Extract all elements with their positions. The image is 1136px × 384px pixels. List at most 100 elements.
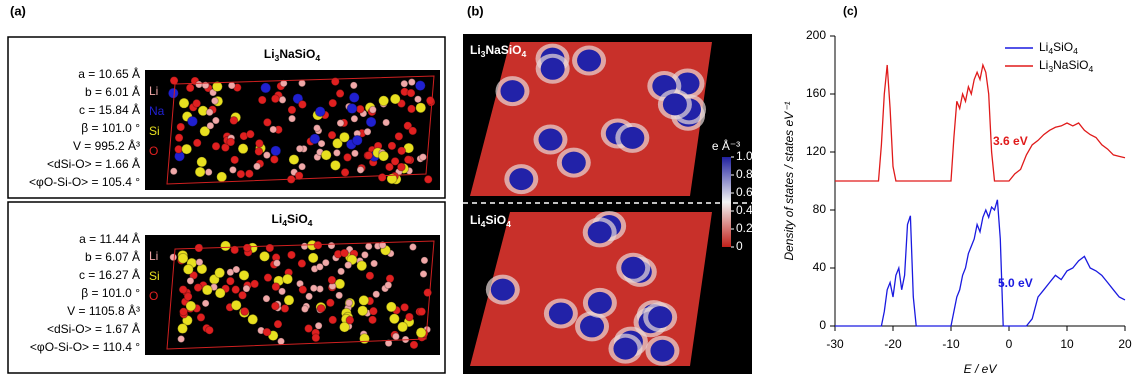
atom [369,307,377,315]
atom [365,243,372,250]
atom [186,84,194,92]
atom [271,302,279,310]
atom [351,115,358,122]
atom [359,295,369,305]
atom [344,153,352,161]
panel-label: (b) [467,3,484,18]
atom [369,106,376,113]
y-tick-label: 40 [813,260,827,274]
atom [170,254,177,261]
atom [415,81,425,91]
atom [339,132,349,142]
y-tick-label: 120 [806,144,826,158]
atom [231,156,239,164]
atom [298,100,306,108]
atom [360,334,370,344]
atom [238,144,248,154]
atom [261,83,271,93]
lattice-parameter: <φO-Si-O> = 105.4 ° [29,175,140,189]
legend-label: Li4SiO4 [1039,40,1078,56]
atom [337,120,344,127]
colorbar-tick-label: 0 [736,239,743,253]
density-blob [588,292,612,314]
atom [347,104,357,114]
atom [390,94,400,104]
atom [314,241,322,249]
atom [281,305,289,313]
atom [233,266,240,273]
atom [246,130,254,138]
atom [379,151,389,161]
density-blob [538,129,562,151]
y-axis-label: Density of states / states eV⁻¹ [782,101,796,260]
colorbar [722,157,731,247]
atom [414,96,421,103]
atom [271,95,279,103]
atom [341,168,349,176]
atom [283,274,293,284]
atom [404,156,412,164]
density-blob [588,221,612,243]
atom [322,259,329,266]
atom [310,285,317,292]
atom [357,166,364,173]
density-blob [648,306,672,328]
atom [409,127,417,135]
element-key: Li [149,84,158,98]
atom [273,260,280,267]
dos-line [835,65,1125,181]
density-blob [562,152,586,174]
figure: (a) (b) Li3NaSiO4a = 10.65 Åb = 6.01 Åc … [0,0,1136,379]
atom [170,168,177,175]
atom [205,326,213,334]
atom [175,134,183,142]
atom [212,117,219,124]
atom [264,274,272,282]
atom [289,115,296,122]
atom [349,93,359,103]
density-blob [549,302,573,324]
atom [306,293,313,300]
atom [361,251,368,258]
atom [329,99,337,107]
atom [263,328,271,336]
atom [397,163,405,171]
x-tick-label: 10 [1060,337,1074,351]
atom [424,175,432,183]
atom [328,131,336,139]
atom [407,105,415,113]
colorbar-tick-label: 1.0 [736,149,753,163]
atom [263,295,270,302]
atom [195,167,205,177]
atom [299,286,307,294]
atom [315,322,322,329]
atom [398,322,408,332]
atom [168,88,178,98]
atom [270,126,277,133]
atom [409,244,416,251]
atom [232,286,240,294]
lattice-parameter: β = 101.0 ° [81,286,140,300]
atom [170,77,178,85]
atom [366,117,376,127]
atom [408,79,415,86]
atom [398,147,406,155]
atom [288,106,296,114]
atom [357,261,367,271]
atom [418,308,426,316]
atom [401,80,408,87]
y-tick-label: 200 [806,28,826,42]
atom [336,90,344,98]
atom [186,301,196,311]
atom [183,264,193,274]
x-tick-label: -30 [826,337,844,351]
atom [365,151,373,159]
atom [177,123,185,131]
atom [241,307,249,315]
atom [371,260,378,267]
atom [289,155,299,165]
atom [351,150,358,157]
atom [207,122,214,129]
element-key: Li [149,249,158,263]
colorbar-tick-label: 0.6 [736,185,753,199]
